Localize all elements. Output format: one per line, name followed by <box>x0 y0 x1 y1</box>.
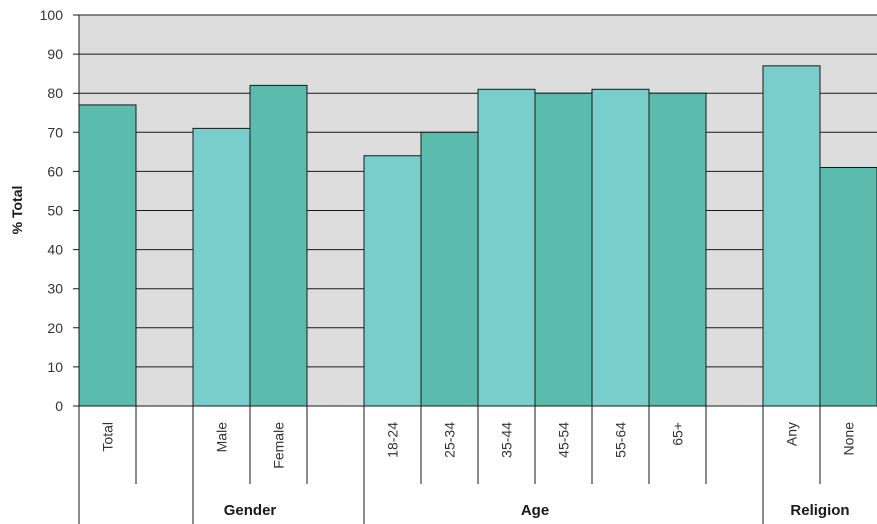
group-label: Age <box>521 502 549 519</box>
bar-any <box>762 65 821 407</box>
y-tick-label: 90 <box>47 46 63 62</box>
y-tick-label: 40 <box>47 242 63 258</box>
x-axis: Total Male Female 18-24 25-34 35-44 45-54 55-64… <box>78 15 857 524</box>
x-tick-label: None <box>841 422 857 456</box>
x-tick-label: Any <box>784 422 800 446</box>
y-tick-label: 30 <box>47 281 63 297</box>
y-tick-label: 50 <box>47 203 63 219</box>
y-tick-label: 0 <box>55 398 63 414</box>
x-tick-label: 35-44 <box>499 422 515 458</box>
x-tick-label: Female <box>271 422 287 469</box>
bar-35-44 <box>477 88 536 407</box>
x-tick-label: 25-34 <box>442 422 458 458</box>
y-axis-label: % Total <box>9 186 25 235</box>
group-label: Gender <box>224 502 277 519</box>
bar-18-24 <box>363 155 422 407</box>
x-tick-label: Male <box>214 422 230 453</box>
bar-65+ <box>648 92 707 407</box>
group-label: Religion <box>790 502 849 519</box>
bar-female <box>249 84 308 407</box>
y-tick-label: 60 <box>47 163 63 179</box>
x-tick-label: 45-54 <box>556 422 572 458</box>
bar-25-34 <box>420 131 479 407</box>
x-tick-label: 65+ <box>670 422 686 446</box>
bar-total <box>78 104 137 407</box>
y-tick-label: 20 <box>47 320 63 336</box>
bar-none <box>819 166 877 407</box>
y-tick-label: 80 <box>47 85 63 101</box>
y-tick-label: 10 <box>47 359 63 375</box>
y-tick-label: 70 <box>47 124 63 140</box>
x-tick-label: 55-64 <box>613 422 629 458</box>
bars <box>78 65 877 407</box>
bar-male <box>192 127 251 407</box>
bar-45-54 <box>534 92 593 407</box>
y-tick-label: 100 <box>40 7 64 23</box>
y-axis-ticks: 0 10 20 30 40 50 60 70 80 90 100 <box>40 7 64 414</box>
x-tick-label: Total <box>100 422 116 452</box>
x-tick-label: 18-24 <box>385 422 401 458</box>
bar-55-64 <box>591 88 650 407</box>
